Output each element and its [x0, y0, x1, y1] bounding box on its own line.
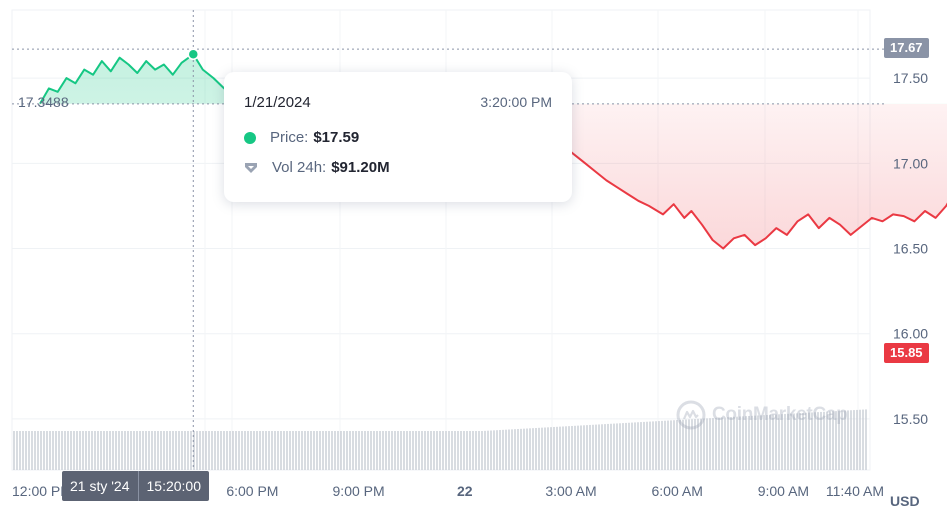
y-tick-label: 17.00 — [893, 155, 928, 171]
crosshair-time-label: 21 sty '24 15:20:00 — [62, 471, 209, 501]
coinmarketcap-logo-icon — [676, 400, 706, 430]
watermark-text: CoinMarketCap — [712, 404, 848, 425]
tooltip-price-value: $17.59 — [313, 129, 360, 146]
crosshair-time: 15:20:00 — [146, 478, 202, 494]
x-tick-label: 6:00 PM — [226, 483, 278, 499]
price-line-up — [39, 53, 411, 104]
crosshair-separator — [137, 471, 139, 501]
tooltip-volume-value: $91.20M — [331, 159, 390, 176]
tooltip-volume-row: Vol 24h: $91.20M — [244, 159, 390, 176]
hover-point — [187, 48, 200, 61]
last-price-tag: 15.85 — [884, 343, 929, 363]
tooltip-time: 3:20:00 PM — [480, 94, 552, 110]
high-price-tag: 17.67 — [884, 38, 929, 58]
x-tick-label: 12:00 PM — [12, 483, 72, 499]
x-tick-label: 9:00 PM — [333, 483, 385, 499]
x-tick-label: 9:00 AM — [758, 483, 809, 499]
x-tick-label: 22 — [457, 483, 473, 499]
y-tick-label: 17.50 — [893, 70, 928, 86]
plot-frame — [11, 9, 871, 471]
grid-lines — [11, 9, 871, 471]
tooltip-date: 1/21/2024 — [244, 94, 311, 111]
price-tooltip: 1/21/2024 3:20:00 PM Price: $17.59 Vol 2… — [224, 72, 572, 202]
x-tick-label: 6:00 AM — [652, 483, 703, 499]
price-line-down — [40, 103, 947, 250]
volume-bars — [13, 409, 867, 470]
volume-icon — [245, 162, 257, 173]
down-area — [247, 103, 947, 249]
up-area — [40, 54, 947, 104]
tooltip-price-row: Price: $17.59 — [244, 129, 359, 146]
y-tick-label: 15.50 — [893, 411, 928, 427]
y-tick-label: 16.00 — [893, 326, 928, 342]
currency-label[interactable]: USD — [890, 493, 920, 509]
crosshair-date: 21 sty '24 — [70, 478, 130, 494]
open-price-label: 17.3488 — [18, 94, 69, 110]
x-tick-label: 11:40 AM — [826, 483, 884, 499]
tooltip-volume-label: Vol 24h: — [272, 159, 327, 176]
coinmarketcap-watermark: CoinMarketCap — [676, 400, 848, 430]
price-dot-icon — [244, 131, 256, 144]
x-tick-label: 3:00 AM — [545, 483, 596, 499]
tooltip-price-label: Price: — [270, 129, 309, 146]
y-tick-label: 16.50 — [893, 241, 928, 257]
y-axis: 17.50 17.00 16.50 16.00 15.50 — [893, 70, 928, 427]
